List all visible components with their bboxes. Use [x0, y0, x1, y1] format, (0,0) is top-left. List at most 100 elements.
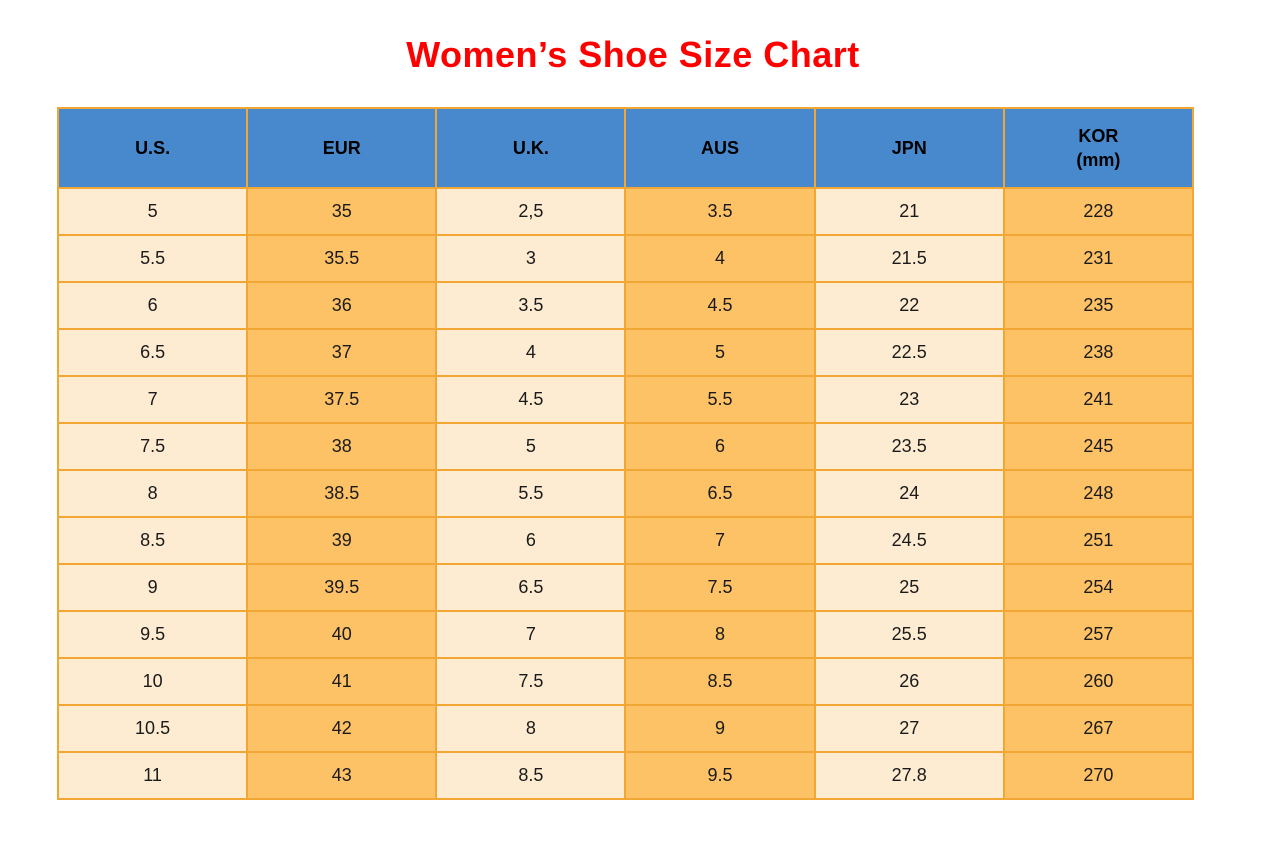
table-cell: 7.5 [435, 657, 627, 706]
table-cell: 257 [1002, 610, 1195, 659]
table-cell: 8.5 [624, 657, 816, 706]
size-table-head: U.S. EUR U.K. AUS JPN KOR (mm) [56, 107, 1195, 189]
table-cell: 8.5 [56, 516, 249, 565]
table-cell: 6.5 [624, 469, 816, 518]
table-cell: 4 [435, 328, 627, 377]
table-cell: 6 [56, 281, 249, 330]
table-cell: 4 [624, 234, 816, 283]
column-header-eur: EUR [246, 107, 438, 189]
table-cell: 39.5 [246, 563, 438, 612]
table-cell: 245 [1002, 422, 1195, 471]
table-cell: 270 [1002, 751, 1195, 800]
table-cell: 7.5 [624, 563, 816, 612]
table-row: 8 38.5 5.5 6.5 24 248 [56, 469, 1195, 518]
table-row: 7.5 38 5 6 23.5 245 [56, 422, 1195, 471]
table-cell: 5 [624, 328, 816, 377]
table-row: 9.5 40 7 8 25.5 257 [56, 610, 1195, 659]
table-cell: 36 [246, 281, 438, 330]
table-cell: 25 [813, 563, 1005, 612]
table-cell: 6 [435, 516, 627, 565]
table-cell: 8 [624, 610, 816, 659]
table-row: 7 37.5 4.5 5.5 23 241 [56, 375, 1195, 424]
column-header-label: JPN [891, 137, 927, 158]
table-row: 6 36 3.5 4.5 22 235 [56, 281, 1195, 330]
table-cell: 9 [56, 563, 249, 612]
size-table-body: 5 35 2,5 3.5 21 228 5.5 35.5 3 4 21.5 231 6 36 3.5 4.5 2… [56, 187, 1195, 800]
table-cell: 7 [435, 610, 627, 659]
table-cell: 5 [435, 422, 627, 471]
table-cell: 6.5 [56, 328, 249, 377]
table-cell: 231 [1002, 234, 1195, 283]
table-cell: 5.5 [435, 469, 627, 518]
column-header-jpn: JPN [813, 107, 1005, 189]
table-cell: 248 [1002, 469, 1195, 518]
table-cell: 38 [246, 422, 438, 471]
column-header-label: U.K. [512, 137, 549, 158]
table-cell: 10.5 [56, 704, 249, 753]
table-cell: 228 [1002, 187, 1195, 236]
table-cell: 35 [246, 187, 438, 236]
column-header-us: U.S. [56, 107, 249, 189]
table-cell: 7 [56, 375, 249, 424]
table-cell: 35.5 [246, 234, 438, 283]
column-header-label: KOR [1078, 125, 1119, 146]
column-header-aus: AUS [624, 107, 816, 189]
table-cell: 3 [435, 234, 627, 283]
table-cell: 9.5 [56, 610, 249, 659]
table-cell: 38.5 [246, 469, 438, 518]
table-cell: 42 [246, 704, 438, 753]
table-row: 11 43 8.5 9.5 27.8 270 [56, 751, 1195, 800]
table-cell: 26 [813, 657, 1005, 706]
column-header-label: U.S. [135, 137, 171, 158]
table-cell: 6.5 [435, 563, 627, 612]
table-cell: 24.5 [813, 516, 1005, 565]
table-cell: 39 [246, 516, 438, 565]
column-header-sublabel: (mm) [1076, 150, 1121, 170]
table-cell: 4.5 [435, 375, 627, 424]
table-cell: 27.8 [813, 751, 1005, 800]
column-header-kor: KOR (mm) [1002, 107, 1195, 189]
table-cell: 5.5 [624, 375, 816, 424]
table-row: 10 41 7.5 8.5 26 260 [56, 657, 1195, 706]
header-row: U.S. EUR U.K. AUS JPN KOR (mm) [56, 107, 1195, 189]
table-row: 6.5 37 4 5 22.5 238 [56, 328, 1195, 377]
table-cell: 254 [1002, 563, 1195, 612]
table-cell: 7 [624, 516, 816, 565]
table-cell: 21.5 [813, 234, 1005, 283]
table-cell: 11 [56, 751, 249, 800]
table-cell: 4.5 [624, 281, 816, 330]
table-cell: 5.5 [56, 234, 249, 283]
column-header-uk: U.K. [435, 107, 627, 189]
page-title: Women’s Shoe Size Chart [406, 34, 860, 75]
table-cell: 2,5 [435, 187, 627, 236]
table-cell: 41 [246, 657, 438, 706]
table-cell: 25.5 [813, 610, 1005, 659]
table-cell: 23.5 [813, 422, 1005, 471]
table-cell: 22.5 [813, 328, 1005, 377]
table-cell: 37.5 [246, 375, 438, 424]
table-cell: 6 [624, 422, 816, 471]
table-cell: 260 [1002, 657, 1195, 706]
table-row: 10.5 42 8 9 27 267 [56, 704, 1195, 753]
table-cell: 23 [813, 375, 1005, 424]
table-row: 5 35 2,5 3.5 21 228 [56, 187, 1195, 236]
table-cell: 267 [1002, 704, 1195, 753]
table-cell: 8.5 [435, 751, 627, 800]
table-cell: 5 [56, 187, 249, 236]
size-table: U.S. EUR U.K. AUS JPN KOR (mm) [56, 107, 1195, 800]
table-cell: 7.5 [56, 422, 249, 471]
table-cell: 8 [56, 469, 249, 518]
table-cell: 3.5 [624, 187, 816, 236]
table-cell: 9 [624, 704, 816, 753]
table-cell: 43 [246, 751, 438, 800]
table-cell: 40 [246, 610, 438, 659]
table-cell: 27 [813, 704, 1005, 753]
table-cell: 8 [435, 704, 627, 753]
column-header-label: EUR [322, 137, 361, 158]
table-cell: 238 [1002, 328, 1195, 377]
table-cell: 24 [813, 469, 1005, 518]
table-cell: 241 [1002, 375, 1195, 424]
column-header-label: AUS [701, 137, 740, 158]
table-cell: 9.5 [624, 751, 816, 800]
